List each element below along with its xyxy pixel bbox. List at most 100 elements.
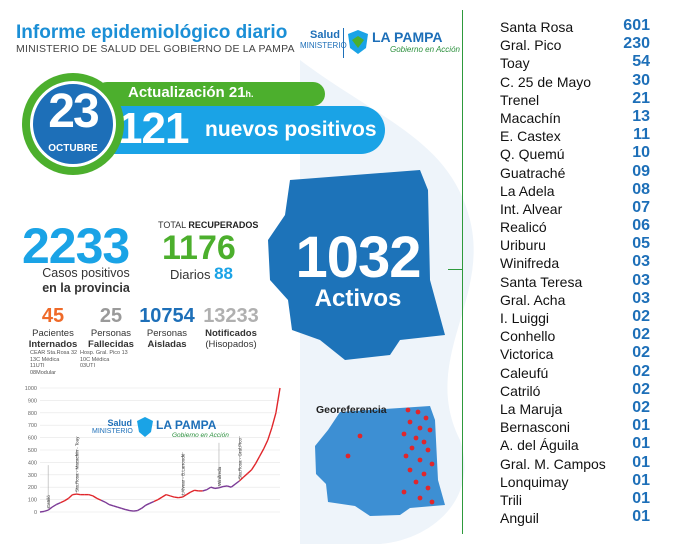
georeference-map [315,406,445,516]
city-row: Gral. Pico 230 [500,35,650,54]
series-segment [178,496,183,499]
series-segment [190,489,195,493]
city-name: I. Luiggi [500,310,550,326]
ministerio-text: MINISTERIO [300,41,347,50]
city-row: Realicó 06 [500,217,650,236]
case-dot [425,447,431,453]
y-tick-label: 100 [28,498,37,504]
city-row: Bernasconi 01 [500,417,650,436]
city-name: Gral. Acha [500,291,566,308]
annotation-label: Sta.Rosa - Gral.Pico [237,437,242,479]
city-row: Gral. Acha 03 [500,289,650,309]
city-count: 02 [632,362,650,380]
city-count: 07 [632,198,650,216]
series-segment [92,495,98,499]
list-connector [448,269,462,270]
total-cases: 2233 [22,218,130,274]
city-row: I. Luiggi 02 [500,308,650,327]
report-subtitle: MINISTERIO DE SALUD DEL GOBIERNO DE LA P… [16,43,295,55]
salud-logo: Salud MINISTERIO [300,29,347,50]
y-tick-label: 200 [28,485,37,491]
series-segment [202,489,207,492]
hospital-note-cear: CEAR Sta.Rosa 32 13C Médica 11UTI 08Modu… [30,350,78,376]
city-count: 05 [632,235,650,253]
series-segment [108,503,114,507]
city-name: Santa Rosa [500,19,574,35]
city-name: Guatraché [500,164,566,181]
series-segment [47,506,53,511]
city-count: 13 [632,107,650,125]
series-segment [210,486,216,490]
series-segment [242,473,248,478]
series-segment [234,480,240,485]
city-name: Uriburu [500,237,546,254]
city-count: 01 [632,435,650,453]
list-divider [462,10,463,534]
city-name: Realicó [500,219,547,236]
city-count: 11 [633,126,650,144]
case-dot [417,425,423,431]
series-segment [186,491,191,496]
case-dot [401,489,407,495]
series-segment [64,497,69,502]
city-row: La Maruja 02 [500,399,650,418]
series-segment [174,496,179,499]
city-count: 01 [632,508,650,526]
series-segment [222,485,228,488]
series-segment [149,500,155,504]
city-count: 01 [632,471,650,489]
chart-annotations: Catriló Sta.Rosa - Macachín - Toay I.Alvea… [46,436,242,511]
city-count: 54 [632,53,650,71]
total-cases-label-1: Casos positivos [42,266,130,280]
case-dot [407,419,413,425]
city-row: Lonquimay 01 [500,471,650,491]
case-dot [425,485,431,491]
stat-notified: 13233 Notificados (Hisopados) [203,305,259,350]
recovered-daily: Diarios 88 [170,264,234,283]
case-dot [427,427,433,433]
city-name: Trenel [500,91,540,108]
city-name: C. 25 de Mayo [500,73,592,90]
series-segment [76,493,81,496]
series-segment [153,498,159,503]
recovered-label: TOTAL RECUPERADOS [158,220,259,230]
y-tick-label: 0 [34,510,37,516]
total-cases-label-2: en la provincia [42,281,130,295]
city-cases-list: Santa Rosa 601 Gral. Pico 230 Toay 54 C. 25 de… [500,17,650,527]
series-segment [165,493,171,497]
series-segment [182,494,187,498]
stat-deceased: 25 Personas Fallecidas [88,305,134,350]
city-count: 01 [632,417,650,435]
series-segment [55,502,61,506]
hospital-note-pico: Hosp. Gral. Pico 13 10C Médica 03UTI [80,350,128,369]
city-row: E. Castex 11 [500,126,650,145]
case-dot [415,409,421,415]
series-segment [145,502,151,506]
georeference-title: Georeferencia [316,404,387,416]
city-name: Trili [500,491,523,508]
series-segment [254,455,261,464]
series-segment [259,448,265,457]
series-segment [246,469,252,475]
case-dot [421,471,427,477]
city-row: Caleufú 02 [500,362,650,382]
city-row: Guatraché 09 [500,162,650,182]
city-row: Catriló 02 [500,381,650,400]
city-count: 09 [632,162,650,180]
city-row: Q. Quemú 10 [500,144,650,163]
case-dot [405,407,411,413]
city-count: 03 [632,289,650,307]
city-count: 01 [632,453,650,471]
series-segment [51,503,57,508]
date-month: OCTUBRE [48,143,98,154]
city-row: Victorica 02 [500,344,650,363]
stat-hospitalized: 45 Pacientes Internados [28,305,78,350]
city-count: 601 [623,17,650,34]
series-segment [137,507,143,512]
city-row: Anguil 01 [500,508,650,527]
city-row: Trenel 21 [500,90,650,109]
city-count: 01 [632,489,650,507]
stat-isolated: 10754 Personas Aisladas [139,305,195,350]
la-pampa-text: LA PAMPA [372,29,443,45]
case-dot [357,433,363,439]
